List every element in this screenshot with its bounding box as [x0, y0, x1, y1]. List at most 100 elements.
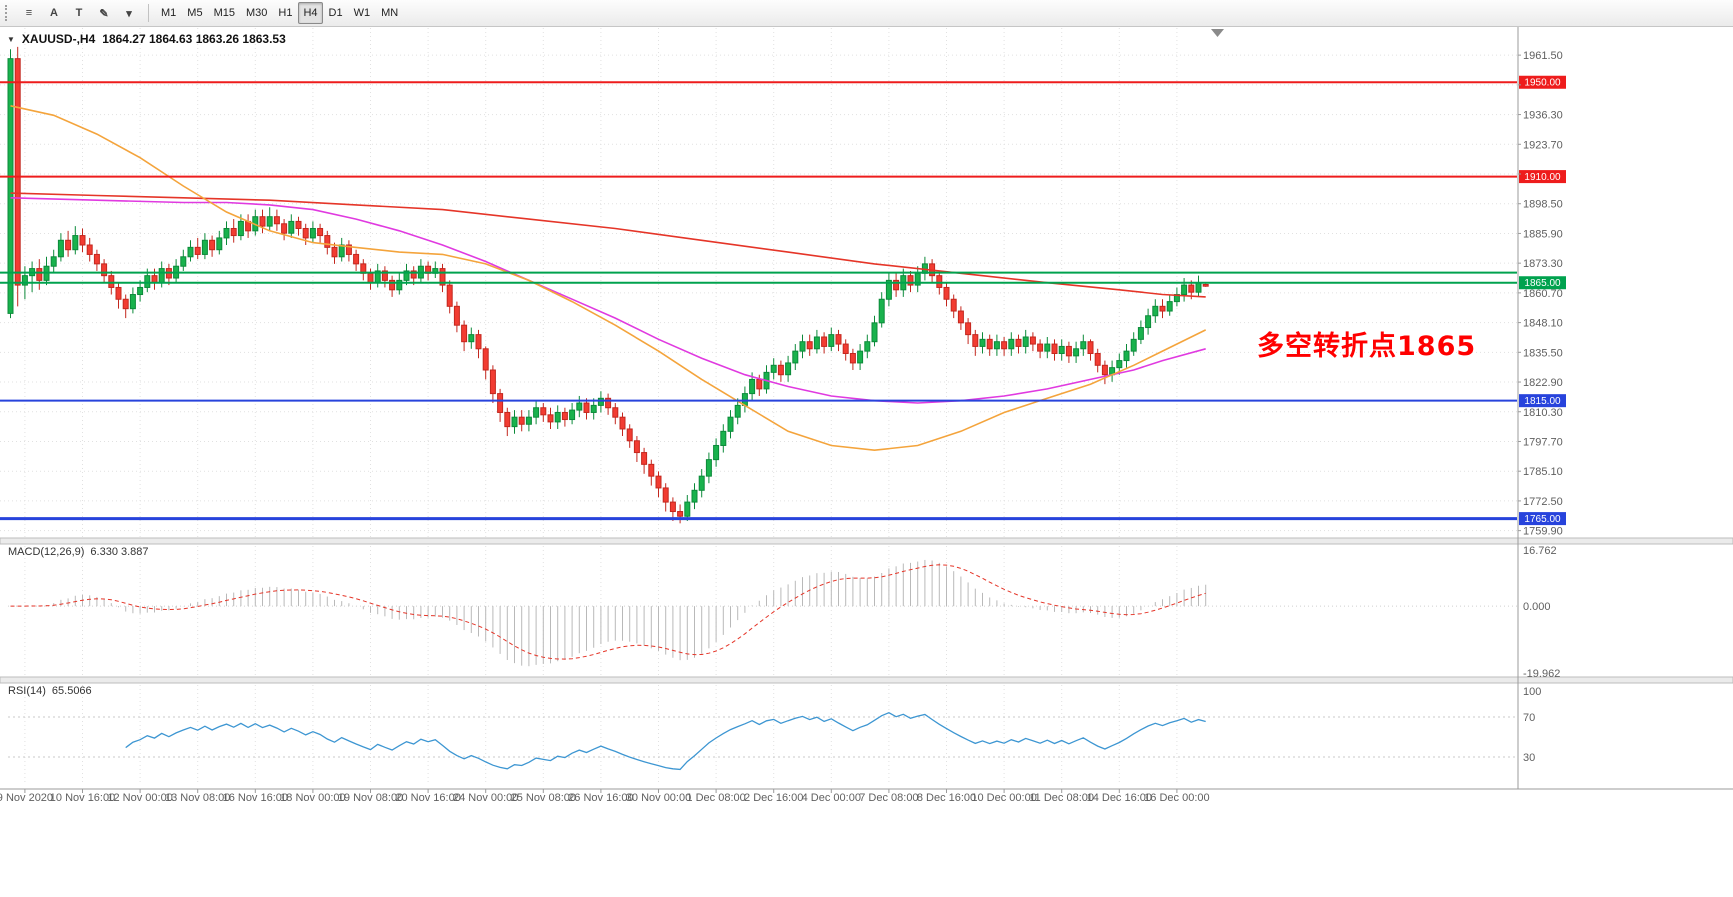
text-label-button[interactable]: A [42, 2, 66, 24]
candle-body [389, 279, 396, 291]
time-tick-label: 14 Dec 16:00 [1087, 792, 1152, 804]
candle-body [662, 487, 669, 503]
candle-body [180, 256, 187, 267]
price-tick-label: 1797.70 [1523, 436, 1563, 448]
chart-shift[interactable] [1211, 29, 1224, 37]
price-line-badge [1519, 512, 1566, 526]
candle-body [144, 275, 151, 288]
candle-body [101, 263, 108, 277]
candle-body [785, 362, 792, 376]
candle-body [461, 324, 468, 343]
candle-body [677, 511, 684, 517]
candle-body [158, 268, 165, 284]
candle-body [1166, 301, 1173, 312]
toolbar-separator [148, 4, 149, 22]
candle-body [857, 350, 864, 364]
chart-list-button[interactable]: ≡ [17, 2, 41, 24]
time-tick-label: 7 Dec 08:00 [859, 792, 918, 804]
macd-panel[interactable] [8, 559, 1517, 667]
candle-body [561, 411, 568, 421]
time-tick-label: 16 Nov 16:00 [223, 792, 288, 804]
time-tick-label: 8 Dec 16:00 [917, 792, 976, 804]
timeframe-m30-button[interactable]: M30 [241, 2, 272, 24]
ohlc-values: 1864.27 1864.63 1863.26 1863.53 [102, 32, 286, 46]
candle-body [972, 334, 979, 347]
price-line-badge-label: 1950.00 [1524, 78, 1561, 89]
candle-body [403, 270, 410, 281]
candle-body [749, 378, 756, 395]
candle-body [57, 239, 64, 258]
candle-body [396, 279, 403, 291]
price-tick-label: 1898.50 [1523, 199, 1563, 211]
one-click-trading-arrow-icon[interactable]: ▼ [7, 34, 15, 44]
time-tick-label: 18 Nov 00:00 [280, 792, 345, 804]
rsi-axis-label: 70 [1523, 712, 1535, 724]
price-tick-label: 1822.90 [1523, 377, 1563, 389]
candle-body [209, 239, 216, 251]
candle-body [187, 246, 194, 258]
candle-body [792, 350, 799, 364]
rsi-name: RSI(14) [8, 685, 46, 697]
draw-tools-caret-button[interactable]: ▾ [117, 2, 141, 24]
timeframe-d1-button[interactable]: D1 [324, 2, 348, 24]
candle-body [633, 440, 640, 454]
candle-body [194, 246, 201, 255]
chart-title: ▼ XAUUSD-,H4 1864.27 1864.63 1863.26 186… [7, 32, 286, 46]
ma_mid-line [10, 197, 1206, 404]
macd-axis-label: -19.962 [1523, 668, 1560, 680]
rsi-panel[interactable] [8, 711, 1517, 771]
candle-body [655, 475, 662, 489]
chart-shift-marker-icon[interactable] [1211, 29, 1224, 37]
candle-body [489, 369, 496, 395]
candle-body [1001, 341, 1008, 350]
candle-body [569, 409, 576, 421]
candle-body [1022, 336, 1029, 347]
text-tool-button[interactable]: T [67, 2, 91, 24]
price-axis[interactable]: 1759.90 1772.50 1785.10 1797.70 1810.30 1822.… [1517, 27, 1563, 789]
price-line-badge-label: 1865.00 [1524, 278, 1561, 289]
panel-separators[interactable] [0, 537, 1733, 684]
candle-body [943, 286, 950, 300]
timeframe-w1-button[interactable]: W1 [349, 2, 376, 24]
timeframe-m5-button[interactable]: M5 [182, 2, 207, 24]
candle-body [468, 334, 475, 343]
time-tick-label: 20 Nov 16:00 [395, 792, 460, 804]
macd-axis-label: 0.000 [1523, 601, 1551, 613]
timeframe-h4-button[interactable]: H4 [298, 2, 323, 24]
timeframe-mn-button[interactable]: MN [376, 2, 403, 24]
candle-body [540, 407, 547, 416]
panel-separator[interactable] [0, 537, 1733, 545]
candle-body [504, 411, 511, 428]
candle-body [648, 463, 655, 477]
timeframe-m15-button[interactable]: M15 [209, 2, 240, 24]
candle-body [554, 411, 561, 423]
candle-body [50, 256, 57, 267]
time-tick-label: 12 Nov 00:00 [107, 792, 172, 804]
candle-body [1073, 348, 1080, 357]
text-label-icon: A [50, 7, 58, 19]
candle-body [497, 393, 504, 413]
candle-body [979, 338, 986, 347]
candle-body [309, 227, 316, 239]
candle-body [864, 341, 871, 352]
candle-body [1008, 338, 1015, 350]
timeframe-m1-button[interactable]: M1 [156, 2, 181, 24]
candles-layer[interactable] [7, 46, 1209, 524]
horizontal-price-lines[interactable]: 1950.00 1910.00 1865.00 1815.00 1765.00 [0, 75, 1566, 526]
candle-body [885, 279, 892, 300]
candle-body [813, 336, 820, 350]
toolbar-gripper[interactable] [5, 5, 10, 21]
candle-body [1029, 336, 1036, 345]
chart-annotation: 多空转折点1865 [1257, 331, 1477, 362]
candle-body [986, 338, 993, 350]
candle-body [1116, 360, 1123, 369]
panel-separator[interactable] [0, 676, 1733, 684]
candle-body [317, 227, 324, 237]
draw-tools-button[interactable]: ✎ [92, 2, 116, 24]
price-line-badge-label: 1815.00 [1524, 396, 1561, 407]
candle-body [993, 341, 1000, 350]
candle-body [108, 275, 115, 288]
timeframe-h1-button[interactable]: H1 [273, 2, 297, 24]
